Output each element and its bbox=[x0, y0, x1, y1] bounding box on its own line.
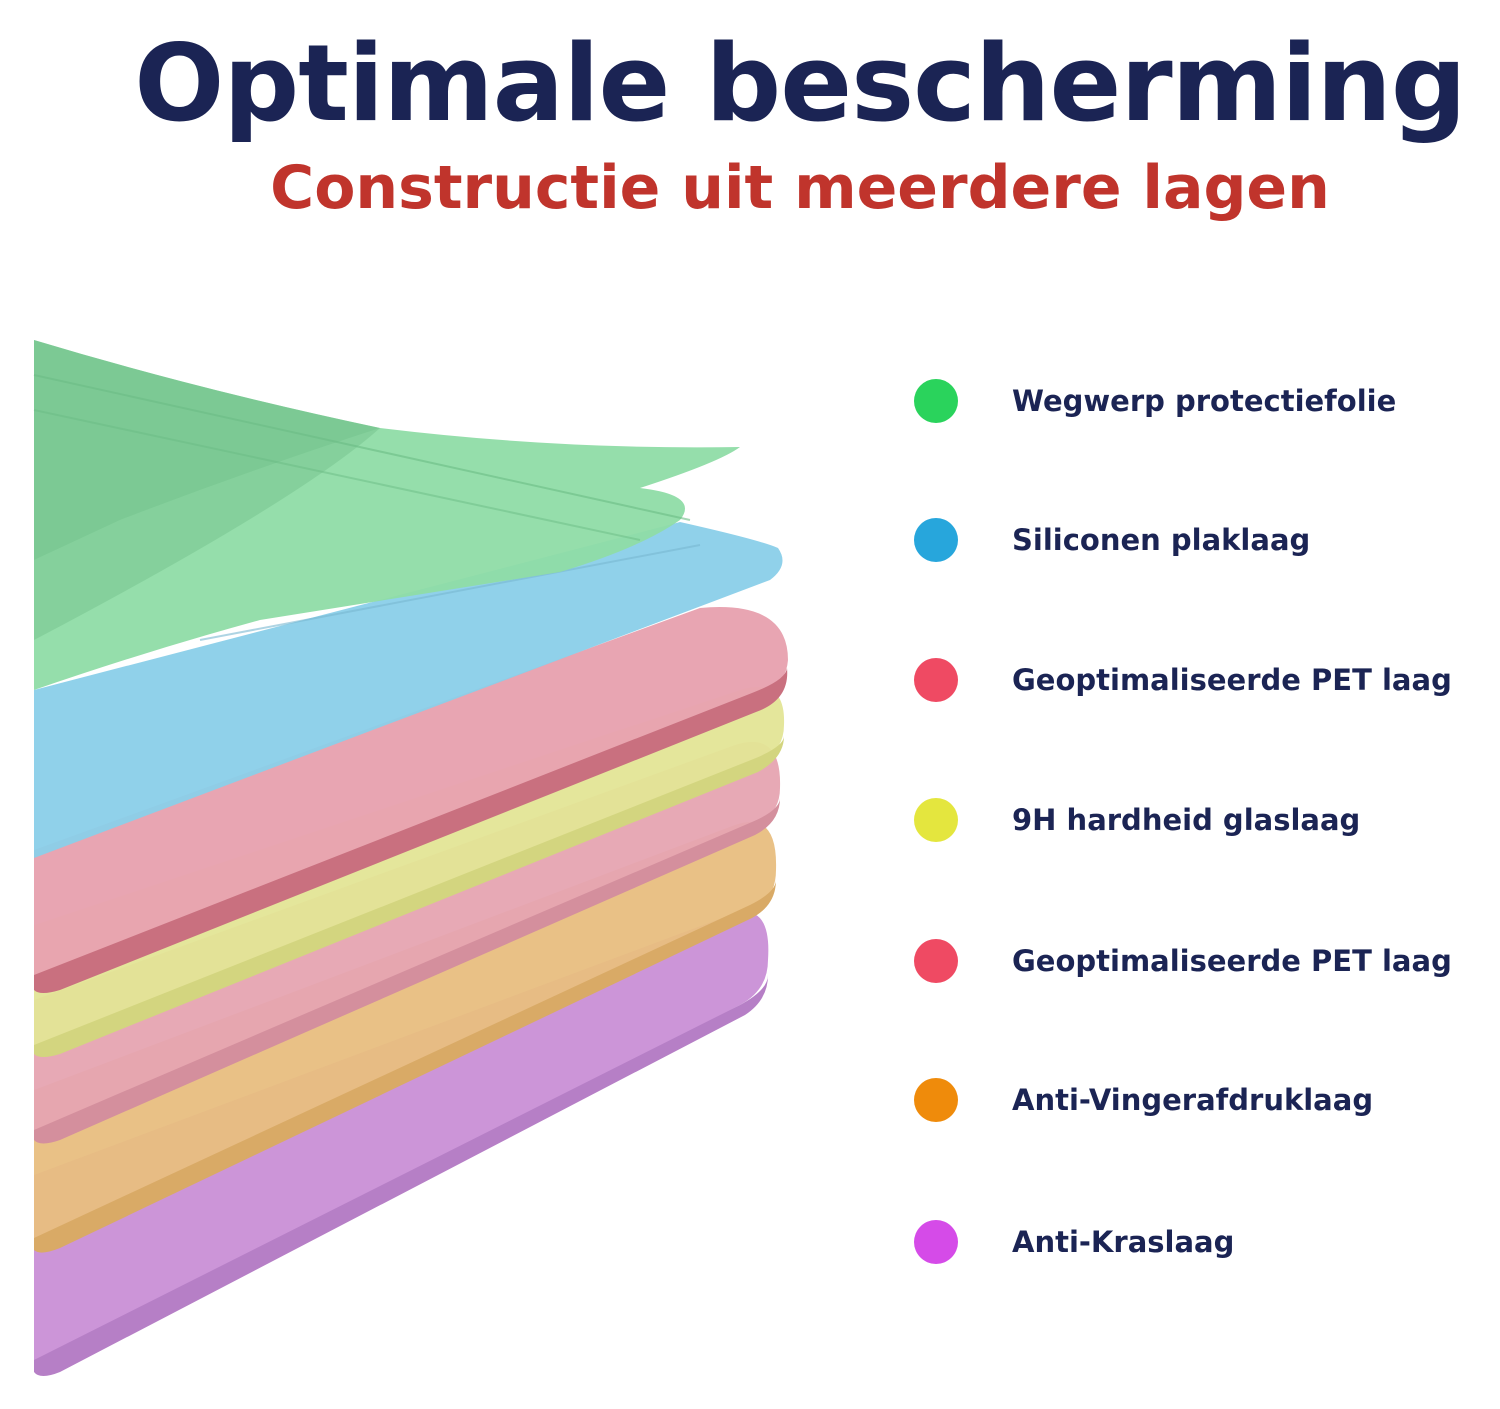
layer-green-line bbox=[33, 374, 691, 521]
layer-orange-edge bbox=[34, 880, 776, 1253]
layer-blue bbox=[34, 522, 783, 858]
layer-green-shade-2 bbox=[34, 428, 380, 640]
layer-yellow-edge bbox=[34, 736, 784, 1057]
layer-yellow bbox=[34, 686, 785, 1049]
layer-stack-illustration bbox=[33, 340, 788, 1376]
layer-green-line-2 bbox=[33, 409, 641, 541]
legend-dot bbox=[914, 658, 958, 702]
layer-pink-upper-edge bbox=[34, 668, 788, 993]
legend-label: Geoptimaliseerde PET laag bbox=[1012, 944, 1452, 978]
legend-item: Siliconen plaklaag bbox=[900, 510, 1490, 570]
legend-item: Geoptimaliseerde PET laag bbox=[900, 650, 1490, 710]
legend-item: 9H hardheid glaslaag bbox=[900, 790, 1490, 850]
layer-legend: Wegwerp protectiefolie Siliconen plaklaa… bbox=[900, 355, 1490, 1315]
legend-dot bbox=[914, 1078, 958, 1122]
legend-item: Wegwerp protectiefolie bbox=[900, 371, 1490, 431]
legend-item: Anti-Vingerafdruklaag bbox=[900, 1070, 1490, 1130]
page-title: Optimale bescherming bbox=[134, 22, 1467, 145]
layer-purple-edge bbox=[34, 975, 768, 1376]
legend-label: Wegwerp protectiefolie bbox=[1012, 384, 1397, 418]
layer-pink-lower bbox=[34, 741, 781, 1135]
legend-dot bbox=[914, 798, 958, 842]
legend-label: Anti-Kraslaag bbox=[1012, 1225, 1235, 1259]
legend-dot bbox=[914, 518, 958, 562]
legend-item: Geoptimaliseerde PET laag bbox=[900, 931, 1490, 991]
legend-dot bbox=[914, 939, 958, 983]
legend-label: Anti-Vingerafdruklaag bbox=[1012, 1083, 1374, 1117]
layer-blue-line bbox=[199, 544, 701, 641]
layer-purple bbox=[34, 912, 769, 1368]
legend-item: Anti-Kraslaag bbox=[900, 1212, 1490, 1272]
page-subtitle: Constructie uit meerdere lagen bbox=[270, 153, 1330, 223]
layer-pink-upper bbox=[34, 607, 788, 979]
layer-orange bbox=[34, 822, 777, 1245]
legend-dot bbox=[914, 379, 958, 423]
legend-label: Geoptimaliseerde PET laag bbox=[1012, 663, 1452, 697]
layer-pink-lower-edge bbox=[34, 798, 780, 1144]
legend-label: Siliconen plaklaag bbox=[1012, 523, 1311, 557]
legend-dot bbox=[914, 1220, 958, 1264]
legend-label: 9H hardheid glaslaag bbox=[1012, 803, 1361, 837]
